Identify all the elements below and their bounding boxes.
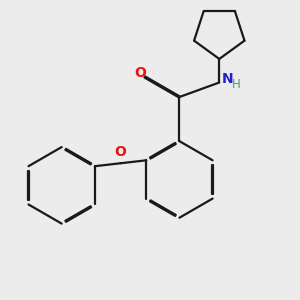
Text: O: O: [115, 145, 127, 159]
Text: O: O: [134, 66, 146, 80]
Text: H: H: [232, 78, 241, 91]
Text: N: N: [222, 72, 233, 86]
